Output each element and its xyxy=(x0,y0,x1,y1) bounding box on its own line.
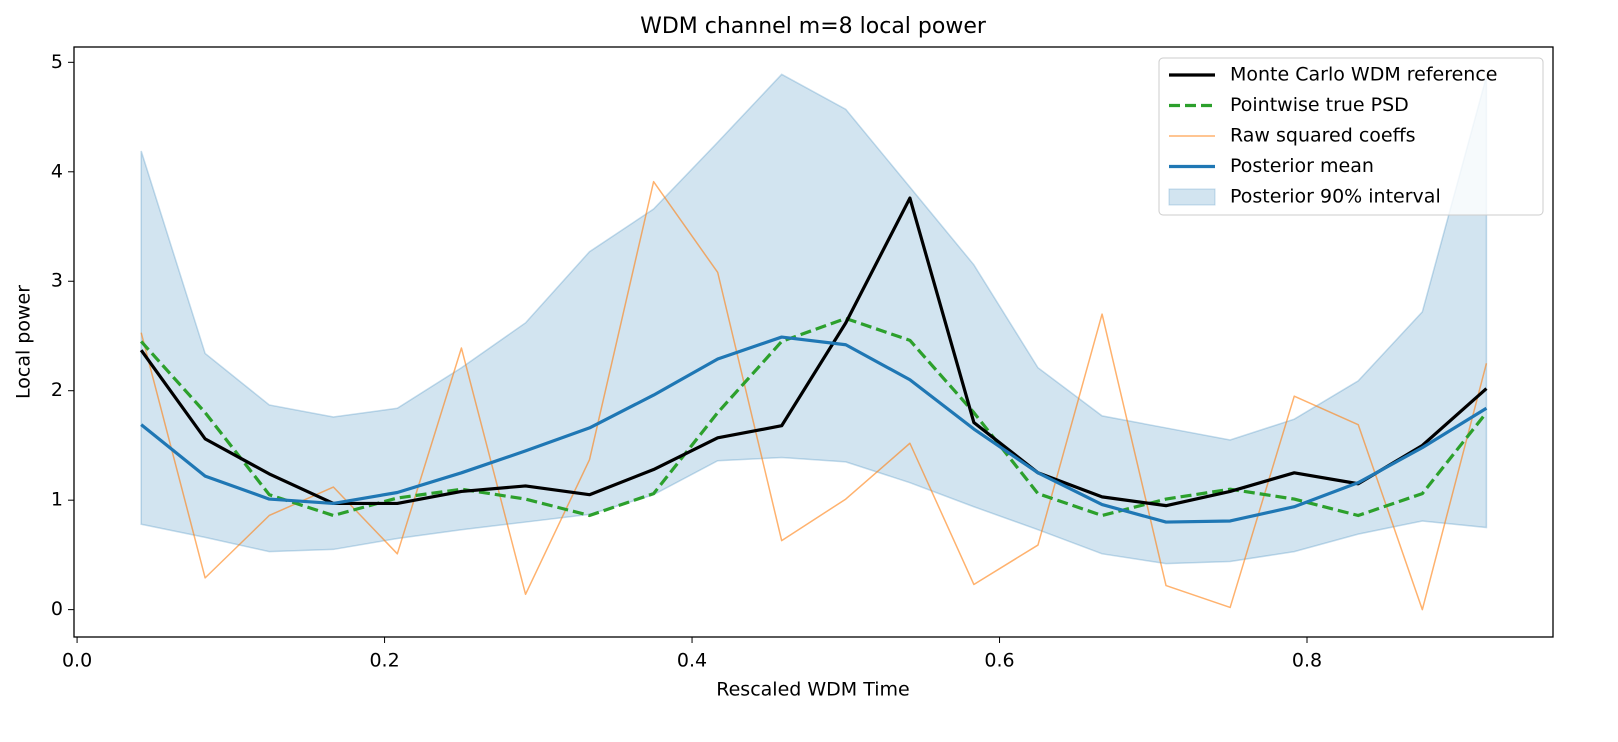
y-tick-label: 2 xyxy=(51,379,63,401)
x-tick-label: 0.6 xyxy=(984,650,1014,672)
chart-title: WDM channel m=8 local power xyxy=(640,14,987,39)
legend-label: Posterior mean xyxy=(1230,155,1374,177)
x-axis-label: Rescaled WDM Time xyxy=(716,679,909,701)
interval-band xyxy=(140,73,1488,565)
plot-frame xyxy=(73,46,1554,638)
y-tick-label: 3 xyxy=(51,270,63,292)
legend-label: Raw squared coeffs xyxy=(1230,125,1416,147)
series-line xyxy=(139,196,1488,508)
legend-swatch xyxy=(1168,188,1216,206)
x-tick-label: 0.2 xyxy=(369,650,399,672)
y-tick-label: 0 xyxy=(51,598,63,620)
legend-label: Posterior 90% interval xyxy=(1230,186,1441,208)
y-axis-label: Local power xyxy=(13,285,35,399)
series-line xyxy=(140,180,1488,611)
y-tick-label: 1 xyxy=(51,489,63,511)
x-tick-label: 0.8 xyxy=(1292,650,1322,672)
legend-label: Pointwise true PSD xyxy=(1230,94,1409,116)
y-tick-label: 4 xyxy=(51,160,63,182)
series-line xyxy=(140,335,1488,524)
series-line xyxy=(139,316,1488,518)
x-tick-label: 0.4 xyxy=(677,650,707,672)
y-tick-label: 5 xyxy=(51,51,63,73)
x-tick-label: 0.0 xyxy=(62,650,92,672)
legend: Monte Carlo WDM reference Pointwise true … xyxy=(1158,57,1544,216)
legend-box xyxy=(1158,57,1544,216)
legend-label: Monte Carlo WDM reference xyxy=(1230,64,1497,86)
